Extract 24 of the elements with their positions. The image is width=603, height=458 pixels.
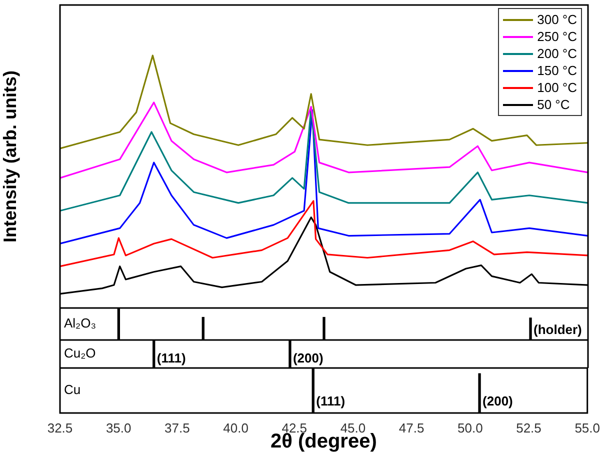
legend-label: 100 °C: [537, 80, 577, 95]
legend-label: 150 °C: [537, 63, 577, 78]
x-tick-label: 40.0: [223, 420, 248, 436]
annotation: (holder): [534, 322, 582, 337]
x-tick-label: 55.0: [574, 420, 600, 436]
annotation: (200): [482, 394, 513, 409]
x-tick-label: 37.5: [164, 420, 190, 436]
text: Al₂O₃: [64, 316, 96, 331]
annotation: (200): [292, 350, 324, 366]
legend-label: 250 °C: [537, 29, 577, 44]
legend-label: 50 °C: [537, 97, 570, 112]
y-axis-title: Intensity (arb. units): [0, 70, 20, 243]
text: Cu₂O: [64, 346, 96, 361]
annotation: (111): [316, 394, 346, 409]
x-tick-label: 45.0: [340, 420, 366, 436]
x-tick-label: 35.0: [106, 420, 132, 436]
legend-label: 200 °C: [537, 46, 577, 61]
x-tick-label: 32.5: [47, 420, 73, 436]
annotation: (111): [156, 350, 186, 366]
text: Cu: [64, 382, 81, 398]
x-tick-label: 47.5: [398, 420, 424, 436]
legend-label: 300 °C: [537, 12, 577, 27]
x-tick-label: 50.0: [458, 420, 483, 436]
x-tick-label: 52.5: [516, 420, 542, 436]
